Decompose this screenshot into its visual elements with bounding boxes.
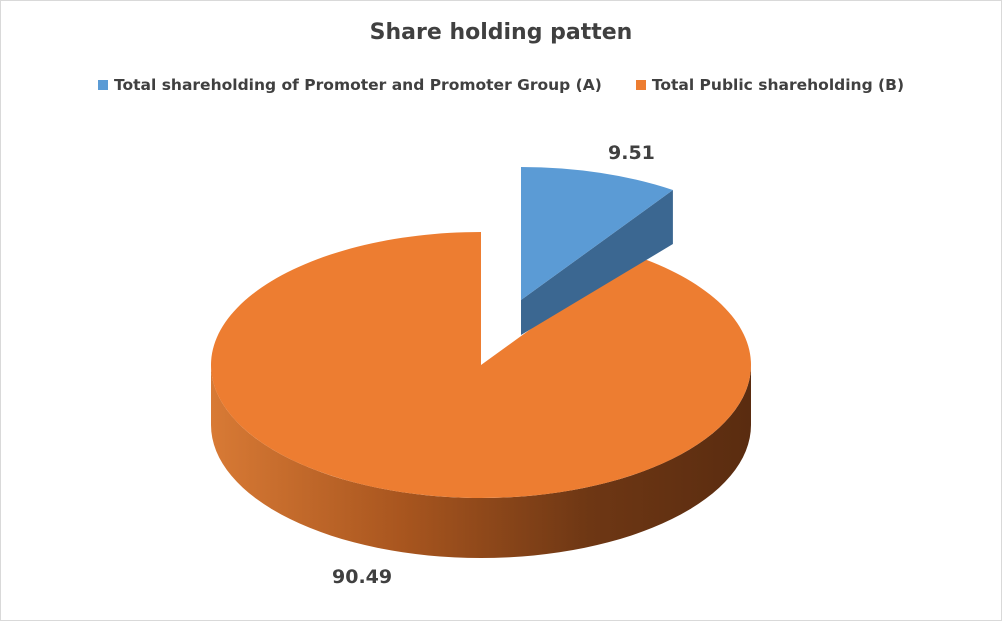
chart-title: Share holding patten: [369, 20, 633, 45]
data-label-promoter: 9.51: [608, 142, 655, 164]
legend-swatch-public: [635, 80, 646, 90]
pie-slice-promoter: [521, 167, 673, 300]
pie-slice-public: [210, 232, 751, 498]
legend-label-promoter: Total shareholding of Promoter and Promo…: [113, 76, 602, 94]
legend-swatch-promoter: [97, 80, 108, 90]
data-label-public: 90.49: [332, 566, 393, 588]
legend: Total shareholding of Promoter and Promo…: [0, 76, 1002, 94]
legend-item-public: Total Public shareholding (B): [635, 76, 905, 94]
pie-slice-promoter-side: [521, 190, 673, 335]
pie-slice-public-side: [211, 365, 751, 558]
legend-item-promoter: Total shareholding of Promoter and Promo…: [97, 76, 602, 94]
legend-label-public: Total Public shareholding (B): [651, 76, 905, 94]
